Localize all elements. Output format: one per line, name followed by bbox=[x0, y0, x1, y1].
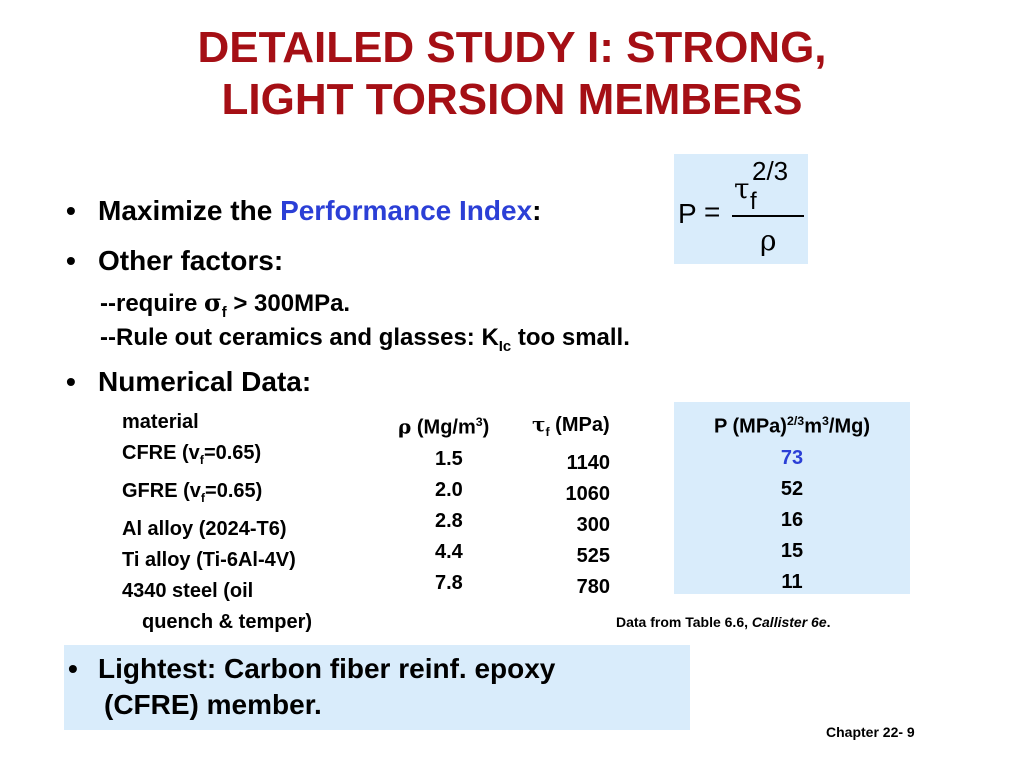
formula-p: P bbox=[678, 198, 697, 229]
bullet-other-factors: Other factors: bbox=[98, 245, 284, 276]
bullet-dot: • bbox=[66, 195, 76, 226]
conclusion-line-2: (CFRE) member. bbox=[104, 689, 322, 720]
conclusion-line-1: Lightest: Carbon fiber reinf. epoxy bbox=[98, 653, 556, 684]
strength-value: 525 bbox=[576, 545, 610, 567]
density-column: ρ (Mg/m3) 1.5 2.0 2.8 4.4 7.8 bbox=[398, 407, 489, 599]
bullet-maximize: Maximize the Performance Index: bbox=[98, 195, 542, 227]
material-header: material bbox=[122, 411, 199, 433]
density-value: 2.8 bbox=[435, 509, 463, 532]
density-value: 2.0 bbox=[435, 478, 463, 501]
p-value-best: 73 bbox=[780, 446, 804, 469]
bullet-dot: • bbox=[66, 245, 76, 276]
density-value: 7.8 bbox=[435, 571, 463, 594]
slide-title: DETAILED STUDY I: STRONG, LIGHT TORSION … bbox=[0, 22, 1024, 126]
strength-column: τf (MPa) 1140 1060 300 525 780 bbox=[532, 409, 610, 603]
maximize-colon: : bbox=[532, 195, 542, 226]
strength-header: τf (MPa) bbox=[532, 412, 610, 439]
title-line-1: DETAILED STUDY I: STRONG, bbox=[197, 23, 827, 72]
material-row: 4340 steel (oil bbox=[122, 580, 254, 602]
material-row: CFRE (vf=0.65) bbox=[122, 442, 262, 467]
kic-sub: Ic bbox=[498, 338, 512, 355]
ruleout-suffix: too small. bbox=[511, 324, 630, 351]
bullet-numerical: Numerical Data: bbox=[98, 366, 312, 397]
density-header: ρ (Mg/m3) bbox=[398, 414, 490, 439]
bullet-dot: • bbox=[68, 653, 78, 684]
require-prefix: --require bbox=[100, 290, 205, 317]
strength-value: 780 bbox=[576, 576, 610, 598]
maximize-text: Maximize the bbox=[98, 195, 281, 226]
material-continuation: quench & temper) bbox=[142, 611, 313, 633]
fraction-bar bbox=[732, 215, 804, 217]
p-value: 52 bbox=[780, 477, 804, 500]
density-value: 1.5 bbox=[435, 447, 463, 470]
formula-equals: = bbox=[704, 196, 721, 227]
formula-rho: ρ bbox=[760, 224, 777, 257]
require-suffix: > 300MPa. bbox=[226, 290, 351, 317]
material-column: material CFRE (vf=0.65) GFRE (vf=0.65) A… bbox=[122, 407, 312, 638]
formula-tau: τ bbox=[734, 172, 750, 205]
sigma-sub: f bbox=[221, 304, 227, 321]
require-line: --require σf > 300MPa. bbox=[100, 288, 350, 321]
material-row: Ti alloy (Ti-6Al-4V) bbox=[122, 549, 296, 571]
conclusion-box: • Lightest: Carbon fiber reinf. epoxy (C… bbox=[64, 645, 690, 730]
p-header: P (MPa)2/3m3/Mg) bbox=[713, 414, 870, 438]
material-row: Al alloy (2024-T6) bbox=[122, 518, 287, 540]
p-value: 11 bbox=[781, 570, 803, 593]
strength-value: 300 bbox=[576, 514, 610, 536]
performance-index-formula: P = τ f 2/3 ρ bbox=[674, 154, 808, 264]
formula-exponent: 2/3 bbox=[752, 156, 789, 186]
data-source: Data from Table 6.6, Callister 6e. bbox=[616, 614, 831, 630]
density-value: 4.4 bbox=[435, 540, 463, 563]
strength-value: 1140 bbox=[566, 452, 610, 474]
formula-tau-sub: f bbox=[750, 188, 757, 215]
material-row: GFRE (vf=0.65) bbox=[122, 480, 263, 505]
p-value: 15 bbox=[780, 539, 804, 562]
bullet-dot: • bbox=[66, 366, 76, 397]
ruleout-line: --Rule out ceramics and glasses: KIc too… bbox=[100, 324, 630, 355]
p-value: 16 bbox=[780, 508, 804, 531]
performance-index-column: P (MPa)2/3m3/Mg) 73 52 16 15 11 bbox=[674, 402, 910, 594]
strength-value: 1060 bbox=[565, 483, 611, 505]
performance-index-term: Performance Index bbox=[280, 195, 533, 226]
slide-footer: Chapter 22- 9 bbox=[826, 724, 915, 740]
title-line-2: LIGHT TORSION MEMBERS bbox=[221, 74, 803, 124]
sigma-symbol: σ bbox=[204, 288, 222, 317]
ruleout-prefix: --Rule out ceramics and glasses: K bbox=[100, 324, 499, 351]
